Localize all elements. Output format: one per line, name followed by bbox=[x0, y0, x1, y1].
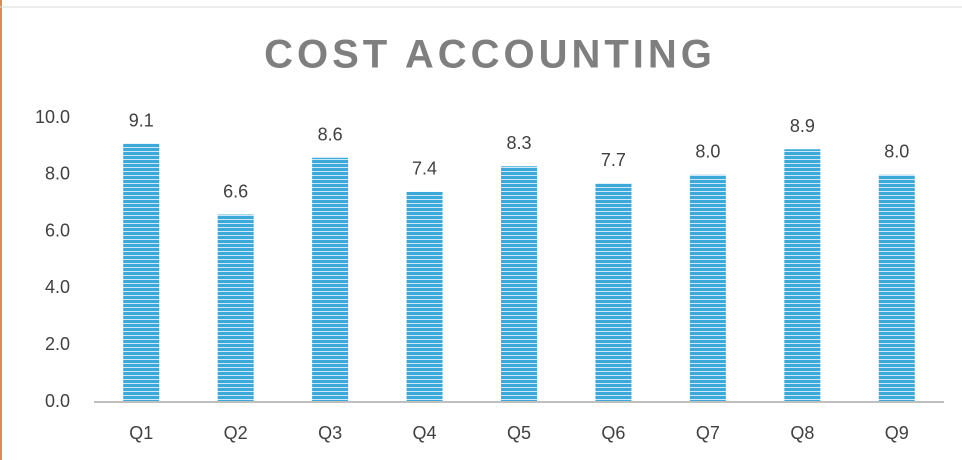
y-tick-label: 4.0 bbox=[45, 277, 70, 297]
bar bbox=[312, 157, 349, 402]
y-tick-label: 6.0 bbox=[45, 220, 70, 240]
chart-title: COST ACCOUNTING bbox=[264, 33, 716, 77]
data-label: 7.7 bbox=[601, 150, 626, 170]
bar bbox=[123, 143, 160, 402]
bar bbox=[595, 183, 632, 402]
bar bbox=[878, 174, 915, 402]
data-label: 8.0 bbox=[695, 142, 720, 162]
data-label: 9.1 bbox=[129, 110, 154, 130]
data-label: 8.0 bbox=[884, 142, 909, 162]
x-tick-label: Q7 bbox=[696, 423, 720, 443]
data-label: 8.9 bbox=[790, 116, 815, 136]
bar bbox=[689, 174, 726, 402]
data-label: 8.3 bbox=[506, 133, 531, 153]
x-tick-label: Q3 bbox=[318, 423, 342, 443]
bar bbox=[501, 166, 537, 402]
x-tick-label: Q8 bbox=[790, 423, 814, 443]
data-label: 7.4 bbox=[412, 159, 437, 179]
bar bbox=[406, 191, 443, 402]
y-tick-label: 2.0 bbox=[45, 334, 70, 354]
x-tick-label: Q2 bbox=[224, 423, 248, 443]
data-label: 8.6 bbox=[318, 125, 343, 145]
x-tick-label: Q4 bbox=[413, 423, 437, 443]
bar bbox=[784, 149, 821, 402]
bar bbox=[217, 214, 254, 402]
y-tick-label: 8.0 bbox=[45, 164, 70, 184]
x-tick-label: Q6 bbox=[601, 423, 625, 443]
data-label: 6.6 bbox=[223, 181, 248, 201]
y-tick-label: 0.0 bbox=[45, 391, 70, 411]
x-tick-label: Q1 bbox=[129, 423, 153, 443]
x-tick-label: Q5 bbox=[507, 423, 531, 443]
x-tick-label: Q9 bbox=[885, 423, 909, 443]
y-tick-label: 10.0 bbox=[35, 107, 70, 127]
